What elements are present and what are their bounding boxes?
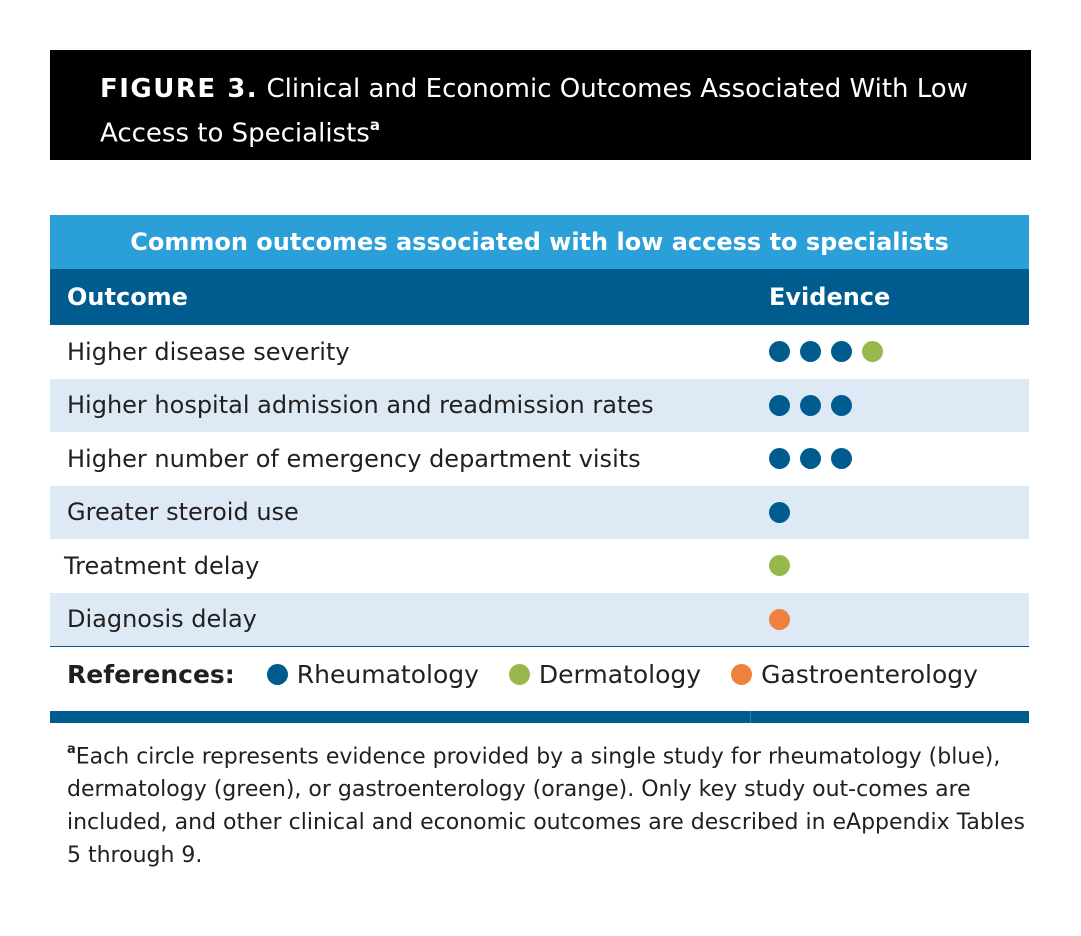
rheumatology-evidence-dot-icon (769, 394, 790, 416)
footnote: aEach circle represents evidence provide… (67, 735, 1027, 872)
column-header-outcome: Outcome (67, 283, 188, 311)
rheumatology-evidence-dot-icon (831, 394, 852, 416)
evidence-cell (769, 394, 852, 416)
dermatology-evidence-dot-icon (862, 341, 883, 363)
rheumatology-evidence-dot-icon (800, 341, 821, 363)
column-header-evidence: Evidence (769, 283, 891, 311)
gastroenterology-evidence-dot-icon (769, 608, 790, 630)
table-row: Greater steroid use (50, 485, 1029, 539)
evidence-cell (769, 608, 790, 630)
outcome-cell: Greater steroid use (67, 498, 299, 527)
figure-title: Clinical and Economic Outcomes Associate… (100, 74, 968, 149)
figure-label: FIGURE 3. (100, 74, 259, 104)
table-row: Diagnosis delay (50, 592, 1029, 646)
legend-label-rheumatology: Rheumatology (296, 659, 479, 689)
outcomes-table: Common outcomes associated with low acce… (50, 215, 1029, 723)
bottom-bar-divider (750, 711, 751, 723)
legend-item-gastroenterology: Gastroenterology (731, 660, 978, 689)
dermatology-evidence-dot-icon (769, 555, 790, 577)
table-banner: Common outcomes associated with low acce… (50, 215, 1029, 269)
outcome-cell: Treatment delay (64, 551, 260, 580)
outcome-cell: Diagnosis delay (67, 605, 257, 634)
outcome-cell: Higher disease severity (67, 337, 350, 366)
references-legend: References: Rheumatology Dermatology Gas… (50, 646, 1029, 701)
footnote-marker: a (67, 742, 76, 757)
table-row: Higher hospital admission and readmissio… (50, 378, 1029, 432)
figure-title-bar: FIGURE 3. Clinical and Economic Outcomes… (50, 50, 1031, 160)
rheumatology-evidence-dot-icon (769, 501, 790, 523)
gastroenterology-dot-icon (731, 663, 753, 685)
rheumatology-evidence-dot-icon (831, 341, 852, 363)
evidence-cell (769, 448, 852, 470)
table-bottom-bar (50, 711, 1029, 723)
rheumatology-evidence-dot-icon (800, 448, 821, 470)
table-body: Higher disease severity Higher hospital a… (50, 325, 1029, 646)
rheumatology-dot-icon (266, 663, 288, 685)
references-label: References: (67, 659, 235, 689)
rheumatology-evidence-dot-icon (769, 448, 790, 470)
figure-title-superscript: a (369, 116, 380, 134)
table-header-row: Outcome Evidence (50, 269, 1029, 325)
outcome-cell: Higher hospital admission and readmissio… (67, 391, 654, 420)
table-row: Higher disease severity (50, 325, 1029, 379)
evidence-cell (769, 555, 790, 577)
table-row: Treatment delay (50, 539, 1029, 593)
footnote-text: Each circle represents evidence provided… (67, 744, 1025, 869)
legend-item-rheumatology: Rheumatology (266, 659, 479, 689)
evidence-cell (769, 501, 790, 523)
outcome-cell: Higher number of emergency department vi… (67, 444, 641, 473)
table-row: Higher number of emergency department vi… (50, 432, 1029, 486)
rheumatology-evidence-dot-icon (769, 341, 790, 363)
legend-label-dermatology: Dermatology (538, 659, 702, 689)
rheumatology-evidence-dot-icon (800, 394, 821, 416)
evidence-cell (769, 341, 883, 363)
legend-item-dermatology: Dermatology (508, 659, 702, 689)
rheumatology-evidence-dot-icon (831, 448, 852, 470)
legend-label-gastroenterology: Gastroenterology (761, 659, 978, 689)
dermatology-dot-icon (508, 663, 530, 685)
